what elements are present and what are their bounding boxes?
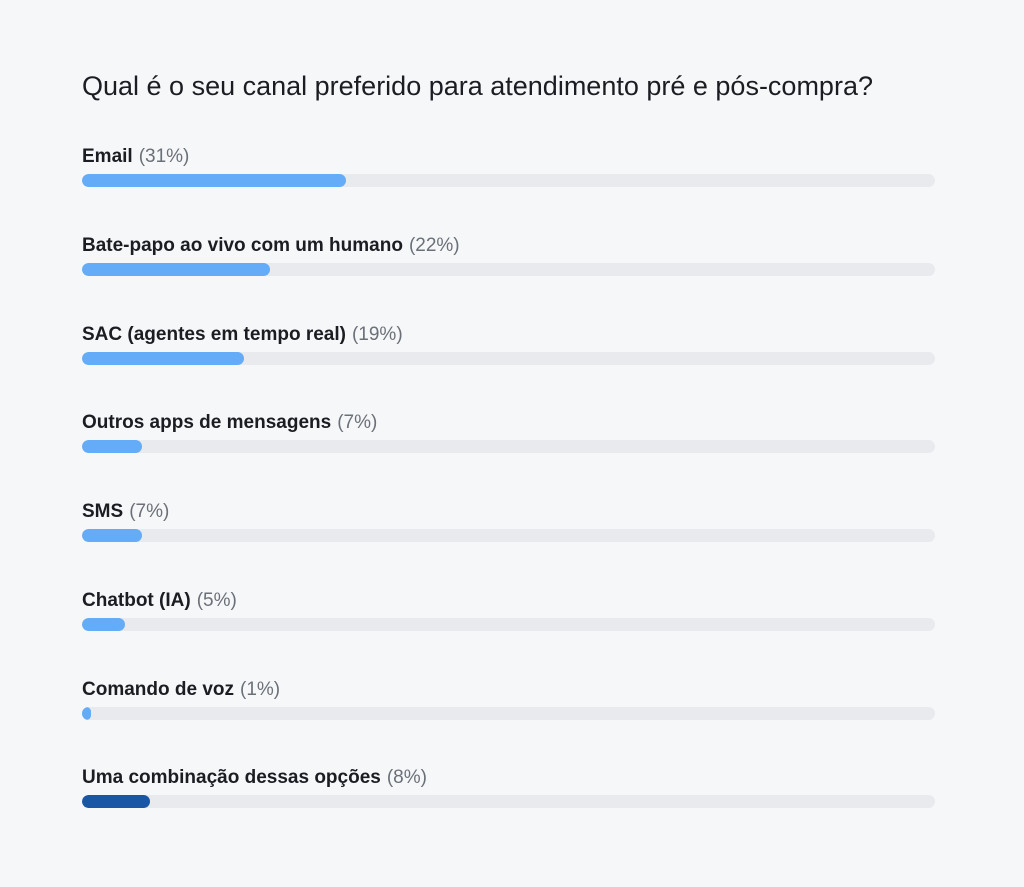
category-label: Bate-papo ao vivo com um humano	[82, 234, 403, 256]
value-label: (1%)	[240, 678, 281, 700]
category-label: Chatbot (IA)	[82, 589, 191, 611]
category-label: Outros apps de mensagens	[82, 412, 332, 434]
bar-label: Chatbot (IA) (5%)	[82, 589, 237, 613]
value-label: (19%)	[351, 323, 403, 345]
bar-row: Uma combinação dessas opções (8%)	[82, 766, 935, 826]
value-label: (5%)	[196, 589, 237, 611]
category-label: SAC (agentes em tempo real)	[82, 323, 346, 345]
bar-row: SMS (7%)	[82, 500, 935, 560]
bar-label: SAC (agentes em tempo real) (19%)	[82, 323, 403, 347]
bar	[82, 617, 125, 631]
bar-track	[82, 174, 935, 187]
bar	[82, 529, 142, 542]
bar	[82, 795, 151, 809]
value-label: (7%)	[337, 412, 378, 434]
bar-label: Bate-papo ao vivo com um humano (22%)	[82, 234, 460, 258]
bar-track	[82, 617, 935, 631]
value-label: (8%)	[386, 767, 427, 789]
bar-row: Bate-papo ao vivo com um humano (22%)	[82, 234, 935, 294]
bar-track	[82, 795, 935, 809]
bar-row: Email (31%)	[82, 145, 935, 205]
bar-row: Comando de voz (1%)	[82, 678, 935, 738]
bar-label: Email (31%)	[82, 145, 189, 169]
bar-row: Outros apps de mensagens (7%)	[82, 411, 935, 471]
bar-track	[82, 262, 935, 276]
category-label: SMS	[82, 501, 124, 522]
bar-track	[82, 440, 935, 454]
value-label: (7%)	[129, 501, 170, 522]
bar	[82, 706, 91, 720]
bar	[82, 351, 245, 365]
bar-track	[82, 529, 935, 542]
bar-track	[82, 351, 935, 365]
bar	[82, 440, 142, 454]
bar-track	[82, 706, 935, 720]
value-label: (22%)	[408, 234, 460, 256]
value-label: (31%)	[138, 146, 190, 167]
chart-title: Qual é o seu canal preferido para atendi…	[82, 71, 873, 101]
bar	[82, 262, 270, 276]
bar-label: Comando de voz (1%)	[82, 678, 280, 702]
bar-label: Outros apps de mensagens (7%)	[82, 411, 377, 435]
bar-label: Uma combinação dessas opções (8%)	[82, 766, 427, 790]
category-label: Email	[82, 146, 133, 167]
category-label: Comando de voz	[82, 678, 235, 700]
bar-row: Chatbot (IA) (5%)	[82, 589, 935, 649]
bar	[82, 174, 347, 187]
bar-label: SMS (7%)	[82, 500, 169, 524]
bar-row: SAC (agentes em tempo real) (19%)	[82, 323, 935, 383]
category-label: Uma combinação dessas opções	[82, 767, 381, 789]
